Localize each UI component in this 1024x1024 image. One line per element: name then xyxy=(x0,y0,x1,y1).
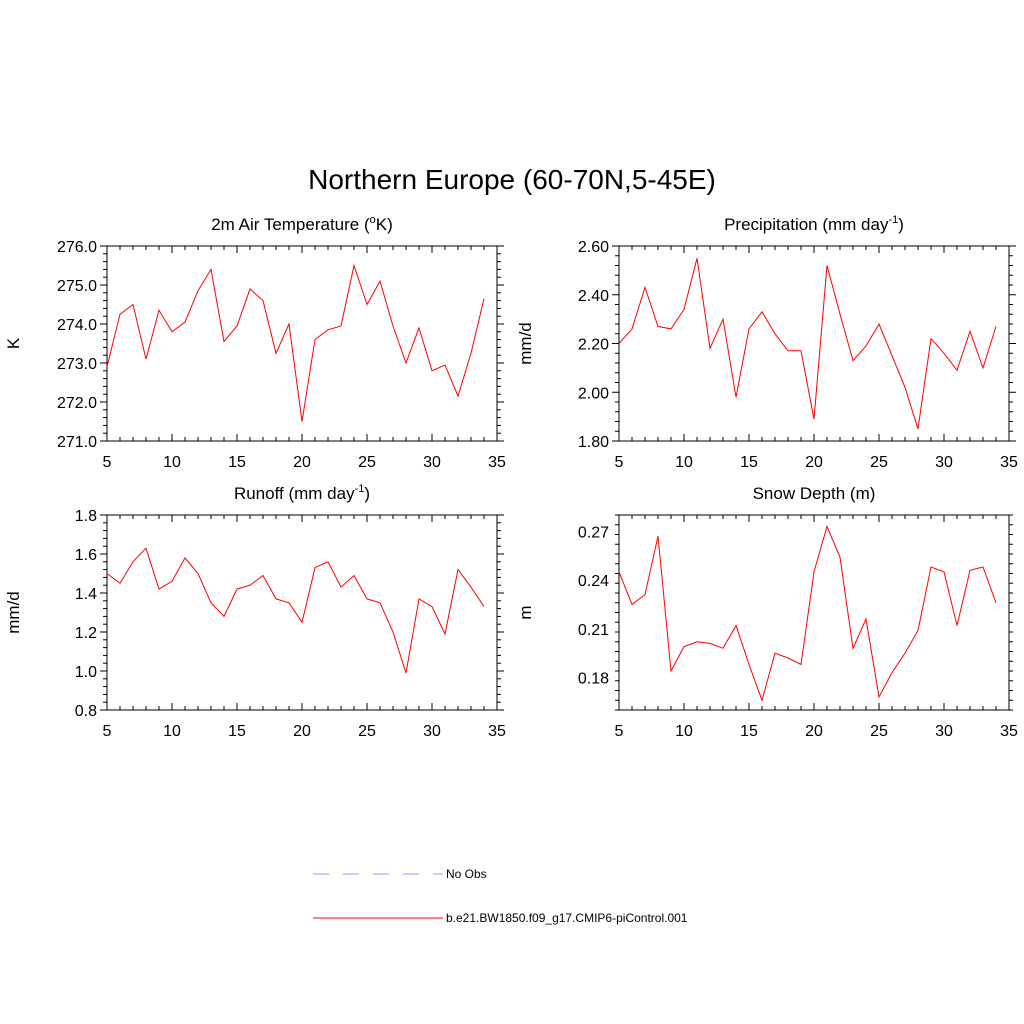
chart-precip: 5 10 15 20 25 30 35 1.80 2.00 2.20 2.40 2.60 mm/d Pre… xyxy=(516,214,1018,471)
snow-title: Snow Depth (m) xyxy=(753,484,876,503)
temp-ylabel: K xyxy=(4,337,23,349)
temp-plot-frame xyxy=(106,245,498,442)
snow-xtick-label: 35 xyxy=(1000,723,1018,740)
precip-ytick-label: 1.80 xyxy=(578,434,609,451)
snow-ylabel: m xyxy=(516,605,535,619)
temp-xtick-label: 25 xyxy=(358,454,376,471)
snow-xtick-label: 20 xyxy=(805,723,823,740)
temp-title-suffix: K) xyxy=(376,215,393,234)
snow-xtick-label: 5 xyxy=(615,723,624,740)
snow-plot-frame xyxy=(618,514,1010,711)
temp-ytick-label: 273.0 xyxy=(57,356,97,373)
precip-xtick-label: 30 xyxy=(935,454,953,471)
runoff-ytick-label: 1.2 xyxy=(75,625,97,642)
precip-xtick-label: 15 xyxy=(740,454,758,471)
temp-xtick-label: 20 xyxy=(293,454,311,471)
runoff-ylabel: mm/d xyxy=(4,591,23,634)
precip-plot-frame xyxy=(618,245,1010,442)
precip-xtick-label: 35 xyxy=(1000,454,1018,471)
precip-xtick-label: 5 xyxy=(615,454,624,471)
runoff-title-main: Runoff (mm day xyxy=(234,484,355,503)
snow-title-main: Snow Depth (m) xyxy=(753,484,876,503)
temp-ytick-label: 272.0 xyxy=(57,395,97,412)
precip-xtick-label: 20 xyxy=(805,454,823,471)
runoff-title: Runoff (mm day-1) xyxy=(234,483,370,503)
precip-xtick-label: 25 xyxy=(870,454,888,471)
temp-title-main: 2m Air Temperature ( xyxy=(211,215,370,234)
runoff-ytick-label: 1.4 xyxy=(75,586,97,603)
runoff-ytick-label: 0.8 xyxy=(75,703,97,720)
chart-snow: 5 10 15 20 25 30 35 0.18 0.21 0.24 0.27 m Snow Depth… xyxy=(516,484,1018,740)
temp-xtick-label: 10 xyxy=(163,454,181,471)
snow-xtick-label: 25 xyxy=(870,723,888,740)
legend-label-model: b.e21.BW1850.f09_g17.CMIP6-piControl.001 xyxy=(446,911,688,925)
temp-ytick-label: 271.0 xyxy=(57,434,97,451)
runoff-title-suffix: ) xyxy=(364,484,370,503)
precip-ytick-label: 2.00 xyxy=(578,385,609,402)
temp-title-sup: o xyxy=(370,214,376,226)
precip-ylabel: mm/d xyxy=(516,322,535,365)
temp-ytick-label: 274.0 xyxy=(57,317,97,334)
temp-xtick-label: 15 xyxy=(228,454,246,471)
precip-ytick-label: 2.20 xyxy=(578,337,609,354)
snow-ytick-label: 0.21 xyxy=(578,622,609,639)
temp-ytick-label: 276.0 xyxy=(57,239,97,256)
runoff-xtick-label: 20 xyxy=(293,723,311,740)
runoff-series-line xyxy=(106,547,485,674)
temp-xtick-label: 5 xyxy=(103,454,112,471)
precip-title-suffix: ) xyxy=(898,215,904,234)
precip-series-line xyxy=(618,258,997,429)
runoff-ytick-label: 1.8 xyxy=(75,508,97,525)
chart-temp: 5 10 15 20 25 30 35 271.0 272.0 273.0 274.0 275.0 27… xyxy=(4,214,506,471)
temp-series-line xyxy=(106,263,485,422)
snow-ytick-label: 0.24 xyxy=(578,573,609,590)
temp-title: 2m Air Temperature (oK) xyxy=(211,214,393,234)
precip-title-main: Precipitation (mm day xyxy=(724,215,889,234)
precip-ytick-label: 2.60 xyxy=(578,239,609,256)
temp-xtick-label: 35 xyxy=(488,454,506,471)
runoff-xtick-label: 30 xyxy=(423,723,441,740)
legend-label-no-obs: No Obs xyxy=(446,867,487,881)
runoff-xtick-label: 15 xyxy=(228,723,246,740)
figure-title: Northern Europe (60-70N,5-45E) xyxy=(308,164,716,195)
runoff-ytick-label: 1.6 xyxy=(75,547,97,564)
runoff-xtick-label: 5 xyxy=(103,723,112,740)
runoff-xtick-label: 25 xyxy=(358,723,376,740)
chart-runoff: 5 10 15 20 25 30 35 0.8 1.0 1.2 1.4 1.6 1.8 mm/d Runof… xyxy=(4,483,506,740)
runoff-plot-frame xyxy=(106,514,498,711)
precip-title: Precipitation (mm day-1) xyxy=(724,214,904,234)
snow-xtick-label: 15 xyxy=(740,723,758,740)
snow-ytick-label: 0.18 xyxy=(578,671,609,688)
legend: No Obs b.e21.BW1850.f09_g17.CMIP6-piCont… xyxy=(313,867,688,925)
runoff-title-sup: -1 xyxy=(355,483,365,495)
temp-ytick-label: 275.0 xyxy=(57,278,97,295)
precip-ytick-label: 2.40 xyxy=(578,288,609,305)
precip-xtick-label: 10 xyxy=(675,454,693,471)
runoff-xtick-label: 35 xyxy=(488,723,506,740)
panels: 5 10 15 20 25 30 35 271.0 272.0 273.0 274.0 275.0 27… xyxy=(4,214,1018,740)
precip-title-sup: -1 xyxy=(888,214,898,226)
runoff-ytick-label: 1.0 xyxy=(75,664,97,681)
temp-xtick-label: 30 xyxy=(423,454,441,471)
snow-series-line xyxy=(618,524,997,702)
snow-xtick-label: 10 xyxy=(675,723,693,740)
snow-ytick-label: 0.27 xyxy=(578,524,609,541)
runoff-xtick-label: 10 xyxy=(163,723,181,740)
snow-xtick-label: 30 xyxy=(935,723,953,740)
